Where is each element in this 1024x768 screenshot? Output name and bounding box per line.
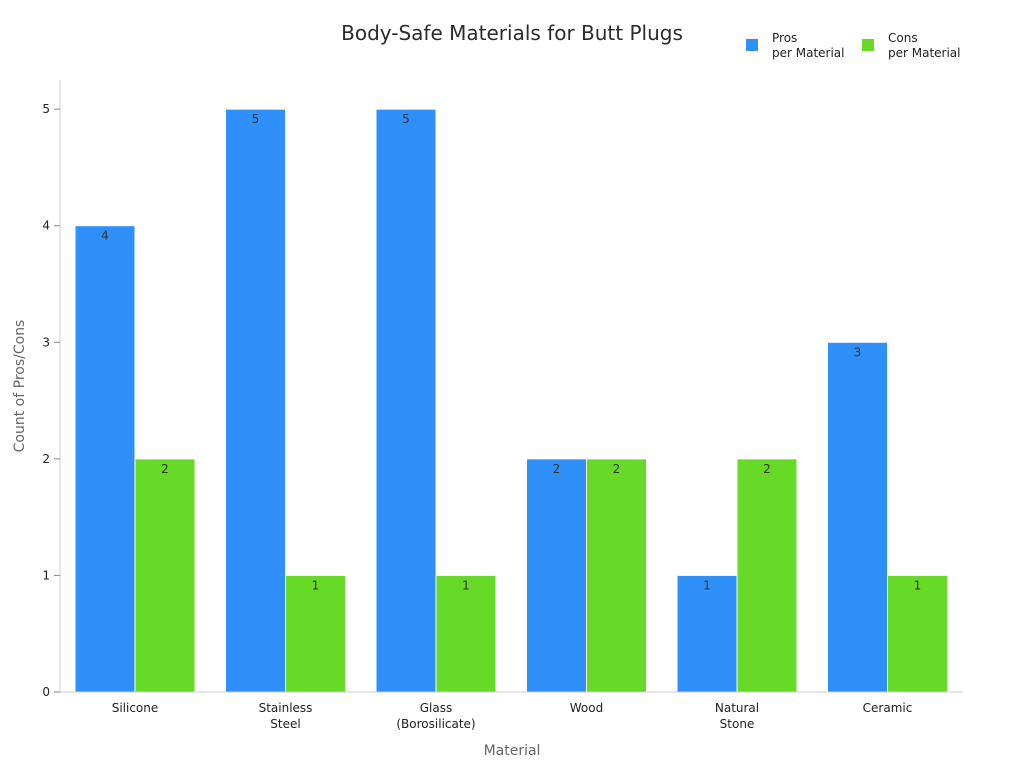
y-axis: 0 1 2 3 4 5 [42, 80, 61, 699]
x-axis-title: Material [484, 743, 541, 759]
bar-pros [74, 225, 136, 693]
bar-value-label: 2 [161, 462, 169, 476]
bar-pros [827, 341, 888, 693]
x-axis: Silicone Stainless Steel Glass (Borosilicate… [60, 691, 963, 731]
bar-value-label: 5 [252, 112, 260, 126]
bar-pros [375, 108, 437, 693]
chart-title: Body-Safe Materials for Butt Plugs [341, 21, 683, 45]
bars-group: 4 2 5 1 5 1 2 2 1 2 3 1 [74, 108, 948, 693]
y-tick-label: 3 [42, 335, 50, 349]
bar-cons [435, 574, 497, 693]
x-tick-label: Stainless Steel [259, 701, 313, 731]
y-tick-label: 1 [42, 568, 50, 582]
x-tick-label: Ceramic [863, 701, 913, 715]
bar-pros [526, 458, 587, 693]
bar-value-label: 4 [101, 229, 109, 243]
y-tick-label: 4 [42, 219, 50, 233]
x-tick-label: Natural Stone [715, 701, 759, 731]
bar-pros [225, 108, 286, 693]
bar-value-label: 1 [312, 578, 320, 592]
bar-value-label: 1 [703, 578, 711, 592]
legend-label: Cons per Material [888, 31, 961, 60]
x-tick-label: Wood [570, 701, 603, 715]
bar-cons [285, 574, 346, 693]
y-tick-label: 0 [42, 685, 50, 699]
bar-value-label: 1 [914, 578, 922, 592]
bar-value-label: 5 [402, 112, 410, 126]
bar-cons [586, 458, 647, 693]
bar-value-label: 2 [763, 462, 771, 476]
legend-swatch [746, 39, 758, 51]
x-tick-label: Silicone [112, 701, 159, 715]
bar-cons [887, 574, 948, 693]
legend-swatch [862, 39, 874, 51]
bar-value-label: 3 [854, 345, 862, 359]
y-axis-title: Count of Pros/Cons [12, 320, 28, 453]
bar-value-label: 2 [613, 462, 621, 476]
bar-cons [134, 458, 196, 693]
y-tick-label: 5 [42, 102, 50, 116]
bar-pros [676, 574, 738, 693]
legend-label: Pros per Material [772, 31, 845, 60]
bar-cons [736, 458, 798, 693]
y-tick-label: 2 [42, 452, 50, 466]
bar-value-label: 2 [553, 462, 561, 476]
legend: Pros per Material Cons per Material [746, 31, 961, 60]
bar-value-label: 1 [462, 578, 470, 592]
x-tick-label: Glass (Borosilicate) [396, 701, 475, 731]
